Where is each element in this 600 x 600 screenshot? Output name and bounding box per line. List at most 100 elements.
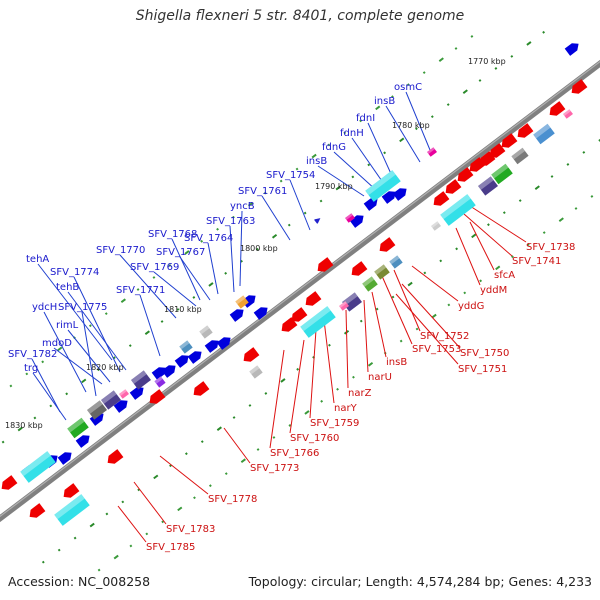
ruler-dots	[1, 30, 600, 572]
leader-line-upper	[31, 358, 61, 413]
gene-arrow	[469, 157, 486, 172]
ruler-dot	[447, 303, 451, 307]
gene-arrow	[281, 317, 298, 332]
ruler-dot	[184, 452, 188, 456]
leader-line-upper	[53, 347, 103, 385]
gene-features	[1, 43, 588, 526]
gene-arrow	[314, 218, 321, 224]
gene-feature	[75, 435, 90, 448]
leader-line-upper	[81, 311, 97, 397]
gene-label-lower: narU	[368, 372, 392, 383]
ruler-dot	[57, 548, 61, 552]
ruler-dot	[247, 201, 254, 207]
gene-label-upper: trg	[24, 363, 38, 374]
scale-labels: 1770 kbp 1780 kbp 1790 kbp 1800 kbp 1810 kbp…	[5, 57, 506, 430]
ruler-dot	[320, 399, 324, 403]
gene-feature	[365, 170, 401, 202]
leader-line-lower	[393, 269, 421, 332]
ruler-dot	[89, 522, 95, 528]
ruler-dot	[494, 67, 498, 70]
leader-line-lower	[401, 283, 461, 349]
gene-box	[67, 417, 89, 439]
gene-label-upper: tehB	[56, 282, 79, 293]
gene-label-upper: SFV_1754	[266, 170, 315, 181]
leader-line-lower	[117, 505, 147, 543]
gene-feature	[113, 400, 128, 413]
ruler-dot	[264, 392, 268, 395]
ruler-dot	[311, 153, 317, 159]
gene-arrow	[216, 337, 231, 350]
ruler-dot	[422, 71, 426, 75]
gene-arrow	[229, 309, 244, 322]
gene-feature	[29, 503, 46, 518]
ruler-dot	[439, 259, 443, 263]
ruler-dot	[271, 233, 278, 239]
gene-arrow	[243, 347, 260, 362]
gene-arrow	[149, 389, 166, 404]
gene-box	[179, 340, 193, 354]
ruler-dot	[240, 458, 246, 463]
gene-feature	[345, 213, 355, 223]
gene-box	[533, 123, 555, 145]
leader-line-upper	[171, 238, 201, 301]
leader-line-lower	[371, 291, 387, 358]
ruler-dot	[105, 512, 109, 516]
gene-box-shine	[533, 123, 551, 139]
gene-box-shine	[54, 494, 85, 520]
gene-feature	[563, 109, 573, 119]
ruler-dot	[176, 308, 180, 311]
gene-label-lower: SFV_1773	[250, 463, 299, 474]
gene-box-shine	[339, 301, 347, 308]
ruler-dot	[65, 392, 69, 396]
ruler-dot	[97, 568, 101, 572]
gene-feature	[199, 325, 213, 339]
ruler-dot	[303, 211, 307, 215]
scale-label: 1820 kbp	[86, 363, 124, 372]
gene-arrow	[63, 483, 80, 498]
gene-feature	[511, 147, 529, 165]
gene-arrow	[317, 257, 334, 272]
leader-line-upper	[119, 254, 177, 319]
gene-feature	[300, 306, 336, 338]
leader-line-upper	[333, 151, 377, 191]
ruler-dot	[336, 387, 339, 391]
gene-feature	[235, 295, 249, 309]
ruler-dot	[160, 320, 164, 323]
gene-arrow	[305, 291, 322, 306]
ruler-dot	[200, 239, 204, 243]
gene-arrow	[501, 133, 518, 148]
ruler-dot	[383, 151, 387, 155]
gene-label-lower: SFV_1738	[526, 242, 575, 253]
leader-line-lower	[469, 205, 527, 243]
gene-feature	[87, 400, 107, 420]
leader-line-lower	[395, 293, 459, 365]
leader-line-lower	[469, 221, 495, 271]
gene-box	[427, 147, 437, 157]
ruler-dot	[208, 282, 214, 287]
gene-box	[374, 264, 390, 280]
gene-feature	[491, 163, 513, 185]
leader-line-lower	[269, 349, 285, 449]
ruler-dot	[208, 484, 212, 488]
gene-box-shine	[20, 451, 51, 477]
gene-arrow	[517, 123, 534, 138]
gene-arrow	[479, 151, 496, 166]
gene-arrow	[291, 307, 308, 322]
gene-box-shine	[440, 194, 471, 220]
gene-label-lower: sfcA	[494, 270, 515, 281]
gene-feature	[281, 317, 298, 332]
gene-feature	[1, 475, 18, 490]
ruler-dot	[455, 247, 459, 251]
leader-line-upper	[67, 329, 111, 383]
leader-line-upper	[289, 179, 311, 231]
gene-feature	[243, 347, 260, 362]
leader-line-upper	[43, 311, 87, 393]
gene-feature	[216, 337, 231, 350]
gene-label-upper: insB	[374, 96, 395, 107]
leader-line-upper	[179, 256, 211, 301]
gene-box-shine	[563, 109, 571, 116]
gene-feature	[457, 167, 474, 182]
leader-line-lower	[159, 455, 209, 495]
scale-label: 1830 kbp	[5, 421, 43, 430]
gene-box-shine	[199, 325, 210, 335]
